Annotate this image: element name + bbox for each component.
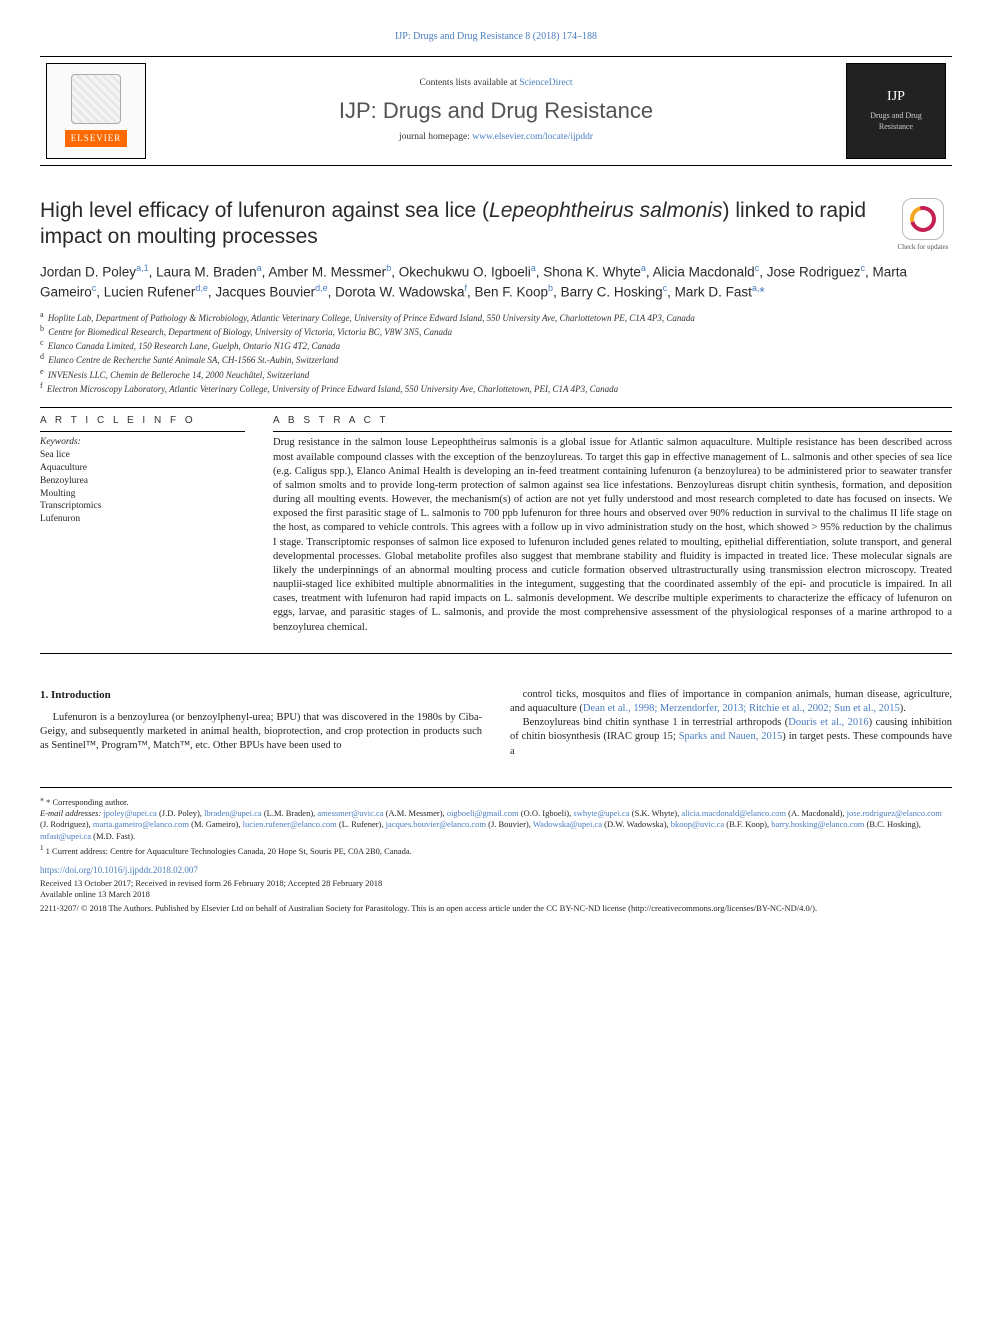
abstract-text: Drug resistance in the salmon louse Lepe… — [273, 436, 952, 634]
article-footer: ⁎ * Corresponding author. E-mail address… — [40, 787, 952, 915]
article-info-head: A R T I C L E I N F O — [40, 414, 245, 433]
affiliation-item: f Electron Microscopy Laboratory, Atlant… — [40, 381, 952, 395]
corresponding-author-note: ⁎ * Corresponding author. — [40, 794, 952, 808]
citation-link[interactable]: Douris et al., 2016 — [788, 717, 868, 728]
article-info-column: A R T I C L E I N F O Keywords: Sea lice… — [40, 414, 245, 635]
introduction-section: 1. Introduction Lufenuron is a benzoylur… — [40, 688, 952, 759]
email-link[interactable]: marta.gameiro@elanco.com — [93, 819, 189, 829]
contents-line: Contents lists available at ScienceDirec… — [419, 77, 572, 90]
title-pre: High level efficacy of lufenuron against… — [40, 199, 489, 222]
check-for-updates-badge[interactable]: Check for updates — [894, 198, 952, 252]
keyword-item: Benzoylurea — [40, 475, 245, 488]
email-link[interactable]: jose.rodriguez@elanco.com — [847, 808, 942, 818]
keyword-item: Aquaculture — [40, 462, 245, 475]
email-link[interactable]: oigboeli@gmail.com — [447, 808, 519, 818]
homepage-link[interactable]: www.elsevier.com/locate/ijpddr — [472, 132, 593, 142]
affiliation-item: a Hoplite Lab, Department of Pathology &… — [40, 310, 952, 324]
cover-title: IJP — [887, 88, 905, 107]
affiliation-item: c Elanco Canada Limited, 150 Research La… — [40, 338, 952, 352]
running-head-text: IJP: Drugs and Drug Resistance 8 (2018) … — [395, 31, 597, 42]
author-present-address: 1 1 Current address: Centre for Aquacult… — [40, 844, 952, 857]
email-link[interactable]: jpoley@upei.ca — [103, 808, 156, 818]
sciencedirect-link[interactable]: ScienceDirect — [519, 78, 572, 88]
email-link[interactable]: barry.hosking@elanco.com — [771, 819, 864, 829]
info-abstract-row: A R T I C L E I N F O Keywords: Sea lice… — [40, 414, 952, 635]
intro-paragraph-1: Lufenuron is a benzoylurea (or benzoylph… — [40, 711, 482, 754]
abstract-column: A B S T R A C T Drug resistance in the s… — [273, 414, 952, 635]
keyword-item: Lufenuron — [40, 513, 245, 526]
article-history: Received 13 October 2017; Received in re… — [40, 878, 952, 889]
doi-link[interactable]: https://doi.org/10.1016/j.ijpddr.2018.02… — [40, 864, 952, 876]
license-statement: 2211-3207/ © 2018 The Authors. Published… — [40, 903, 952, 914]
journal-title: IJP: Drugs and Drug Resistance — [339, 96, 653, 126]
intro-paragraph-3: Benzoylureas bind chitin synthase 1 in t… — [510, 716, 952, 759]
keyword-item: Sea lice — [40, 449, 245, 462]
affiliation-list: a Hoplite Lab, Department of Pathology &… — [40, 310, 952, 395]
elsevier-label: ELSEVIER — [65, 130, 128, 146]
email-link[interactable]: swhyte@upei.ca — [573, 808, 629, 818]
citation-link[interactable]: Dean et al., 1998; Merzendorfer, 2013; R… — [583, 703, 900, 714]
keywords-label: Keywords: — [40, 436, 245, 449]
journal-cover-thumbnail: IJP Drugs and Drug Resistance — [846, 63, 946, 159]
intro-column-left: 1. Introduction Lufenuron is a benzoylur… — [40, 688, 482, 759]
affiliation-item: d Elanco Centre de Recherche Santé Anima… — [40, 352, 952, 366]
affiliation-item: b Centre for Biomedical Research, Depart… — [40, 324, 952, 338]
cover-subtitle: Drugs and Drug Resistance — [853, 111, 939, 133]
intro-paragraph-2: control ticks, mosquitos and flies of im… — [510, 688, 952, 716]
running-head: IJP: Drugs and Drug Resistance 8 (2018) … — [40, 30, 952, 44]
keywords-list: Sea liceAquacultureBenzoylureaMoultingTr… — [40, 449, 245, 526]
elsevier-tree-icon — [71, 74, 121, 124]
available-online: Available online 13 March 2018 — [40, 889, 952, 900]
intro-column-right: control ticks, mosquitos and flies of im… — [510, 688, 952, 759]
crossmark-icon — [902, 198, 944, 240]
email-link[interactable]: bkoop@uvic.ca — [671, 819, 724, 829]
email-link[interactable]: alicia.macdonald@elanco.com — [681, 808, 786, 818]
affiliation-item: e INVENesis LLC, Chemin de Belleroche 14… — [40, 367, 952, 381]
journal-masthead: ELSEVIER Contents lists available at Sci… — [40, 56, 952, 166]
email-link[interactable]: lucien.rufener@elanco.com — [243, 819, 337, 829]
author-list: Jordan D. Poleya,1, Laura M. Bradena, Am… — [40, 262, 952, 302]
email-link[interactable]: amessmer@uvic.ca — [317, 808, 383, 818]
check-updates-label: Check for updates — [894, 243, 952, 252]
divider — [40, 653, 952, 654]
homepage-line: journal homepage: www.elsevier.com/locat… — [399, 131, 593, 144]
citation-link[interactable]: Sparks and Nauen, 2015 — [679, 731, 783, 742]
email-link[interactable]: lbraden@upei.ca — [204, 808, 262, 818]
email-addresses: E-mail addresses: jpoley@upei.ca (J.D. P… — [40, 808, 952, 842]
masthead-center: Contents lists available at ScienceDirec… — [152, 57, 840, 165]
title-species: Lepeophtheirus salmonis — [489, 199, 722, 222]
homepage-prefix: journal homepage: — [399, 132, 472, 142]
emails-label: E-mail addresses: — [40, 808, 103, 818]
article-header: High level efficacy of lufenuron against… — [40, 198, 952, 395]
email-link[interactable]: Wadowska@upei.ca — [533, 819, 602, 829]
intro-heading: 1. Introduction — [40, 688, 482, 703]
article-title: High level efficacy of lufenuron against… — [40, 198, 876, 251]
abstract-head: A B S T R A C T — [273, 414, 952, 433]
contents-prefix: Contents lists available at — [419, 78, 519, 88]
keyword-item: Transcriptomics — [40, 500, 245, 513]
keyword-item: Moulting — [40, 488, 245, 501]
email-link[interactable]: mfast@upei.ca — [40, 831, 91, 841]
emails-body: jpoley@upei.ca (J.D. Poley), lbraden@upe… — [40, 808, 942, 841]
divider — [40, 407, 952, 408]
elsevier-logo: ELSEVIER — [46, 63, 146, 159]
email-link[interactable]: jacques.bouvier@elanco.com — [386, 819, 486, 829]
